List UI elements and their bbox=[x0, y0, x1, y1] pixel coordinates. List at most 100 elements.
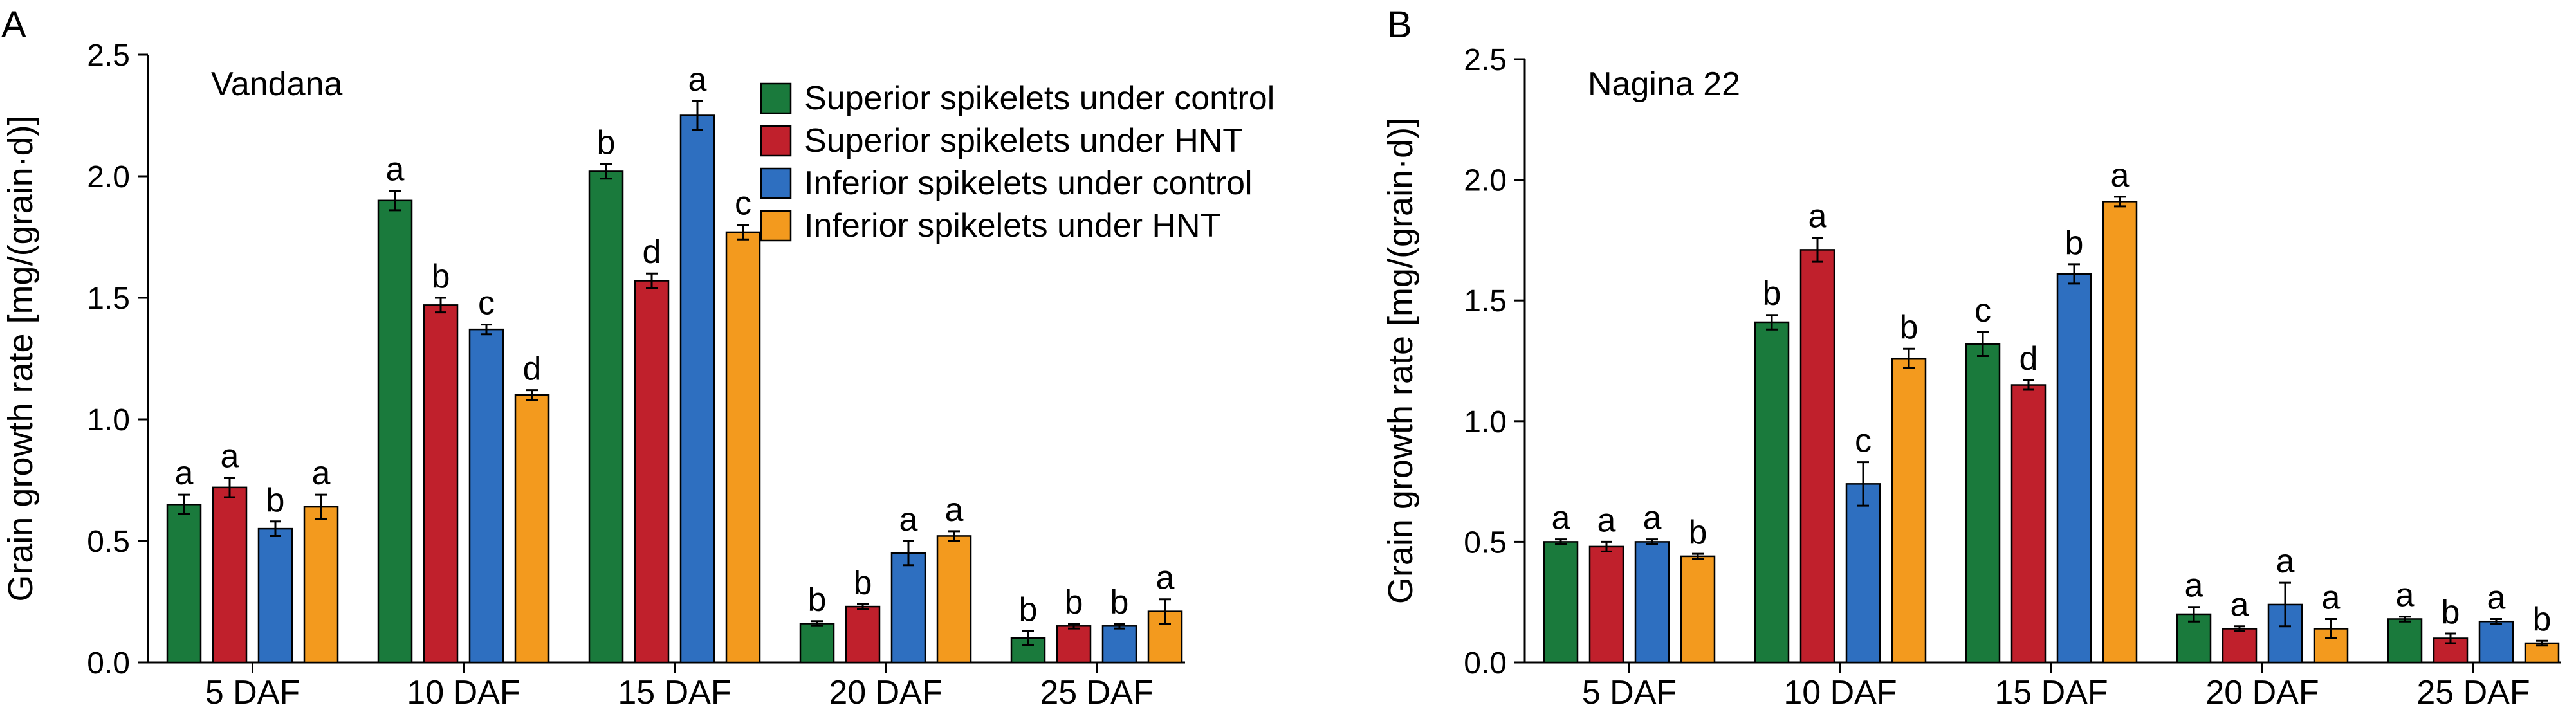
bar-inferior-spikelets-under-hnt-10-daf bbox=[514, 394, 550, 664]
bar-superior-spikelets-under-hnt-15-daf bbox=[634, 280, 670, 664]
bar-superior-spikelets-under-hnt-20-daf bbox=[845, 605, 881, 664]
bar-inferior-spikelets-under-control-25-daf bbox=[1101, 625, 1137, 664]
y-axis-title: Grain growth rate [mg/(grain·d)] bbox=[1, 115, 40, 601]
significance-letter: a bbox=[899, 501, 918, 538]
bar-superior-spikelets-under-hnt-15-daf bbox=[2010, 384, 2047, 664]
y-tick-label: 2.5 bbox=[87, 39, 130, 73]
significance-letter: d bbox=[523, 351, 542, 388]
significance-letter: c bbox=[478, 285, 495, 322]
y-tick-label: 0.0 bbox=[87, 646, 130, 680]
significance-letter: a bbox=[221, 438, 239, 475]
significance-letter: a bbox=[312, 455, 331, 492]
significance-letter: b bbox=[1763, 275, 1781, 313]
bar-inferior-spikelets-under-control-15-daf bbox=[679, 114, 715, 664]
panel-letter-a: A bbox=[1, 4, 26, 46]
significance-letter: a bbox=[1597, 502, 1616, 539]
y-tick-label: 0.5 bbox=[1464, 525, 1507, 560]
panel-title-nagina-22: Nagina 22 bbox=[1588, 66, 1740, 103]
x-category-label: 5 DAF bbox=[205, 674, 300, 711]
bar-superior-spikelets-under-control-25-daf bbox=[2387, 618, 2423, 664]
significance-letter: a bbox=[2396, 577, 2415, 614]
x-category-label: 10 DAF bbox=[407, 674, 520, 711]
significance-letter: a bbox=[2185, 567, 2203, 605]
x-category-label: 15 DAF bbox=[1994, 674, 2108, 711]
x-category-label: 25 DAF bbox=[1040, 674, 1153, 711]
bar-superior-spikelets-under-control-10-daf bbox=[377, 199, 413, 664]
y-tick-label: 2.0 bbox=[87, 160, 130, 194]
panel-title-vandana: Vandana bbox=[211, 66, 342, 103]
legend-swatch-superior-spikelets-under-hnt bbox=[760, 125, 792, 157]
significance-letter: b bbox=[808, 581, 827, 619]
legend-label-superior-spikelets-under-control: Superior spikelets under control bbox=[804, 80, 1274, 117]
bar-superior-spikelets-under-hnt-10-daf bbox=[1799, 249, 1835, 664]
y-axis-title: Grain growth rate [mg/(grain·d)] bbox=[1381, 118, 1420, 604]
significance-letter: d bbox=[643, 233, 661, 271]
x-category-label: 20 DAF bbox=[2205, 674, 2319, 711]
bar-superior-spikelets-under-control-20-daf bbox=[799, 623, 835, 664]
significance-letter: d bbox=[2019, 340, 2038, 378]
significance-letter: b bbox=[1019, 591, 1038, 628]
legend: Superior spikelets under control Superior… bbox=[760, 80, 1274, 244]
bar-inferior-spikelets-under-hnt-20-daf bbox=[936, 535, 972, 664]
x-category-label: 5 DAF bbox=[1582, 674, 1677, 711]
significance-letter: c bbox=[735, 185, 751, 223]
bar-superior-spikelets-under-control-5-daf bbox=[166, 504, 202, 664]
significance-letter: b bbox=[432, 258, 450, 295]
significance-letter: b bbox=[2533, 601, 2552, 638]
significance-letter: b bbox=[266, 482, 285, 519]
bar-superior-spikelets-under-hnt-5-daf bbox=[1588, 545, 1624, 664]
bar-inferior-spikelets-under-control-5-daf bbox=[257, 527, 293, 664]
y-tick-label: 2.5 bbox=[1464, 43, 1507, 77]
x-category-label: 25 DAF bbox=[2416, 674, 2530, 711]
bar-inferior-spikelets-under-hnt-15-daf bbox=[725, 231, 761, 664]
significance-letter: b bbox=[854, 564, 872, 601]
bar-inferior-spikelets-under-control-5-daf bbox=[1634, 541, 1670, 664]
significance-letter: c bbox=[1974, 292, 1991, 329]
bar-inferior-spikelets-under-control-10-daf bbox=[1845, 483, 1881, 664]
bar-inferior-spikelets-under-hnt-5-daf bbox=[303, 506, 339, 664]
bar-inferior-spikelets-under-hnt-15-daf bbox=[2102, 201, 2138, 664]
bar-inferior-spikelets-under-hnt-10-daf bbox=[1891, 357, 1927, 664]
significance-letter: a bbox=[2111, 157, 2130, 194]
panel-a: A Vandana 0.0 0.5 1.0 1.5 2.0 2.5 Grain growth… bbox=[1, 4, 1185, 711]
legend-swatch-inferior-spikelets-under-hnt bbox=[760, 210, 792, 242]
significance-letter: b bbox=[1900, 309, 1918, 346]
significance-letter: a bbox=[945, 491, 964, 529]
significance-letter: c bbox=[1855, 423, 1872, 460]
significance-letter: a bbox=[2487, 579, 2506, 616]
y-tick-label: 2.0 bbox=[1464, 164, 1507, 198]
y-tick-label: 0.0 bbox=[1464, 646, 1507, 680]
y-tick-label: 1.0 bbox=[1464, 405, 1507, 439]
legend-label-superior-spikelets-under-hnt: Superior spikelets under HNT bbox=[804, 122, 1243, 160]
x-category-label: 10 DAF bbox=[1783, 674, 1897, 711]
significance-letter: b bbox=[597, 124, 616, 161]
bar-superior-spikelets-under-control-15-daf bbox=[588, 170, 624, 664]
bar-superior-spikelets-under-control-15-daf bbox=[1965, 343, 2001, 664]
significance-letter: b bbox=[2065, 224, 2084, 262]
legend-label-inferior-spikelets-under-hnt: Inferior spikelets under HNT bbox=[804, 207, 1220, 244]
significance-letter: b bbox=[1110, 584, 1129, 621]
x-category-label: 15 DAF bbox=[618, 674, 731, 711]
bar-superior-spikelets-under-hnt-20-daf bbox=[2222, 628, 2258, 664]
significance-letter: a bbox=[2231, 587, 2249, 624]
bar-superior-spikelets-under-hnt-5-daf bbox=[212, 486, 248, 664]
legend-label-inferior-spikelets-under-control: Inferior spikelets under control bbox=[804, 165, 1253, 202]
significance-letter: a bbox=[1156, 560, 1175, 597]
significance-letter: a bbox=[175, 455, 194, 492]
significance-letter: a bbox=[2322, 579, 2341, 616]
bar-inferior-spikelets-under-control-25-daf bbox=[2478, 620, 2514, 664]
y-tick-label: 1.5 bbox=[1464, 284, 1507, 318]
y-tick-label: 1.0 bbox=[87, 403, 130, 437]
panel-b: B Nagina 22 0.0 0.5 1.0 1.5 2.0 2.5 Grain grow… bbox=[1381, 4, 2561, 711]
panel-letter-b: B bbox=[1387, 4, 1412, 46]
bar-inferior-spikelets-under-control-10-daf bbox=[468, 328, 504, 664]
significance-letter: a bbox=[1552, 500, 1570, 537]
bar-superior-spikelets-under-hnt-10-daf bbox=[423, 304, 459, 664]
bar-superior-spikelets-under-control-10-daf bbox=[1754, 321, 1790, 664]
bar-superior-spikelets-under-control-5-daf bbox=[1543, 541, 1579, 664]
y-tick-label: 1.5 bbox=[87, 282, 130, 316]
bar-inferior-spikelets-under-control-20-daf bbox=[890, 552, 926, 664]
bar-inferior-spikelets-under-hnt-5-daf bbox=[1680, 555, 1716, 664]
